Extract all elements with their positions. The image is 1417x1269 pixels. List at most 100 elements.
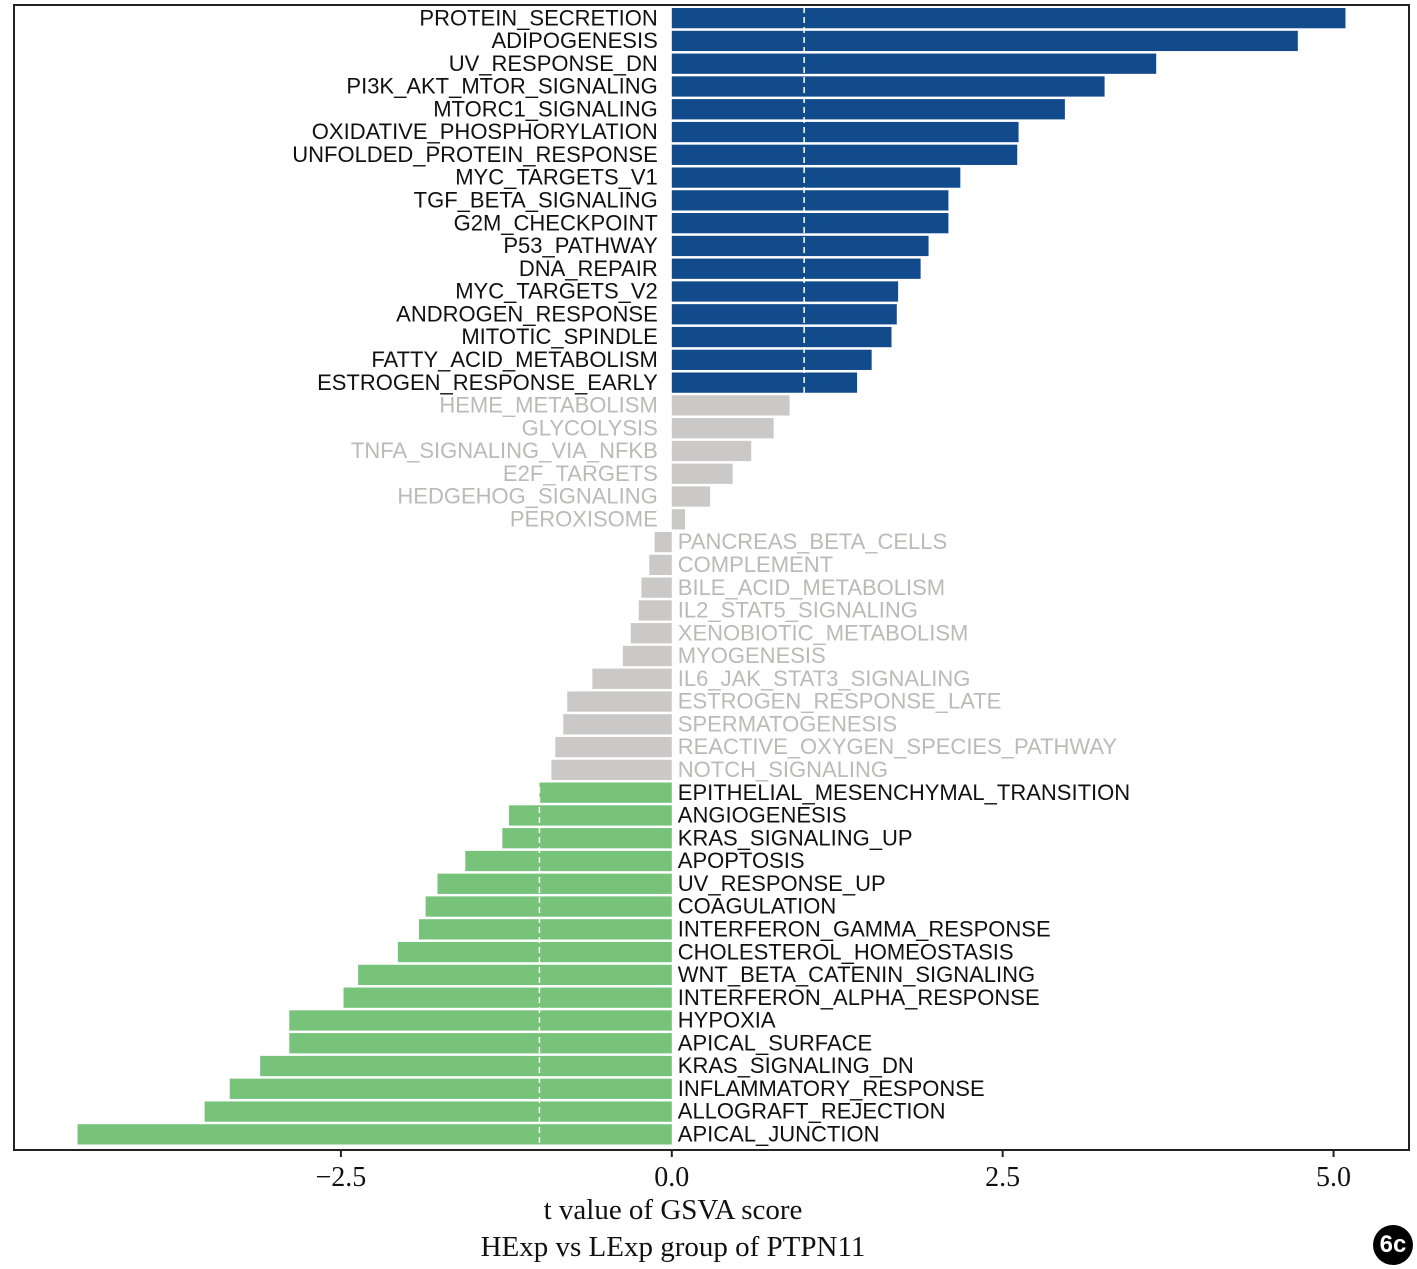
bar-androgen-response [671,304,897,325]
bar-epithelial-mesenchymal-transition [539,782,672,803]
bar-notch-signaling [551,759,672,781]
bar-glycolysis [671,418,774,439]
bar-kras-signaling-up [502,828,672,849]
category-label: ADIPOGENESIS [492,28,658,53]
bar-interferon-gamma-response [419,919,672,940]
bar-coagulation [425,896,672,917]
category-label: OXIDATIVE_PHOSPHORYLATION [312,119,658,144]
bar-protein-secretion [671,8,1346,29]
bar-complement [649,554,672,575]
category-label: IL6_JAK_STAT3_SIGNALING [678,666,971,691]
category-label: P53_PATHWAY [503,233,658,258]
bar-adipogenesis [671,30,1298,52]
bar-il2-stat5-signaling [638,600,672,621]
bar-tgf-beta-signaling [671,190,949,211]
category-label: MYC_TARGETS_V1 [455,165,658,190]
category-label: PROTEIN_SECRETION [419,5,657,30]
bar-bile-acid-metabolism [641,577,672,598]
bar-inflammatory-response [229,1078,672,1099]
bar-uv-response-up [437,873,672,894]
bar-mitotic-spindle [671,326,892,348]
category-label: TGF_BETA_SIGNALING [414,188,658,213]
bar-angiogenesis [509,805,672,826]
category-label: HEME_METABOLISM [439,393,657,418]
bar-reactive-oxygen-species-pathway [555,736,672,758]
category-label: UV_RESPONSE_UP [678,871,886,896]
category-label: WNT_BETA_CATENIN_SIGNALING [678,962,1035,987]
bar-cholesterol-homeostasis [397,941,672,963]
category-label: G2M_CHECKPOINT [454,210,658,235]
bar-mtorc1-signaling [671,99,1065,120]
bar-myogenesis [622,645,672,667]
category-label: NOTCH_SIGNALING [678,757,888,782]
bar-estrogen-response-early [671,372,858,393]
category-label: BILE_ACID_METABOLISM [678,575,945,600]
category-label: INFLAMMATORY_RESPONSE [678,1076,985,1101]
bar-uv-response-dn [671,53,1157,74]
bar-pancreas-beta-cells [654,531,672,553]
bar-kras-signaling-dn [260,1055,672,1077]
category-label: FATTY_ACID_METABOLISM [371,347,657,372]
x-axis-title: t value of GSVA score [544,1194,803,1226]
category-label: MYC_TARGETS_V2 [455,279,658,304]
bar-p53-pathway [671,235,929,257]
category-label: ANGIOGENESIS [678,803,847,828]
category-label: APICAL_JUNCTION [678,1122,880,1147]
category-label: CHOLESTEROL_HOMEOSTASIS [678,939,1014,964]
category-label: ALLOGRAFT_REJECTION [678,1099,946,1124]
bar-fatty-acid-metabolism [671,349,872,370]
category-label: MYOGENESIS [678,643,826,668]
category-label: REACTIVE_OXYGEN_SPECIES_PATHWAY [678,734,1118,759]
bar-g2m-checkpoint [671,213,949,234]
category-label: UNFOLDED_PROTEIN_RESPONSE [292,142,658,167]
category-label: ESTROGEN_RESPONSE_EARLY [317,370,658,395]
category-label: IL2_STAT5_SIGNALING [678,598,918,623]
category-label: MTORC1_SIGNALING [433,96,658,121]
bar-allograft-rejection [204,1101,672,1122]
category-label: XENOBIOTIC_METABOLISM [678,620,969,645]
bar-il6-jak-stat3-signaling [592,668,672,689]
bar-apical-surface [289,1033,672,1054]
bar-tnfa-signaling-via-nfkb [671,440,752,462]
category-label: APOPTOSIS [678,848,805,873]
category-label: HYPOXIA [678,1008,776,1033]
category-label: ANDROGEN_RESPONSE [396,301,658,326]
category-label: PI3K_AKT_MTOR_SIGNALING [346,74,657,99]
category-label: E2F_TARGETS [503,461,658,486]
x-tick-label: 5.0 [1316,1162,1351,1193]
chart-subtitle: HExp vs LExp group of PTPN11 [481,1231,866,1263]
bar-peroxisome [671,509,686,530]
bar-e2f-targets [671,463,733,484]
bar-hedgehog-signaling [671,486,711,507]
category-label: EPITHELIAL_MESENCHYMAL_TRANSITION [678,780,1130,805]
plot-frame [13,4,1410,1151]
bar-hypoxia [289,1010,672,1031]
category-label: UV_RESPONSE_DN [449,51,658,76]
category-label: PANCREAS_BETA_CELLS [678,529,947,554]
figure-badge: 6c [1373,1225,1413,1265]
category-label: HEDGEHOG_SIGNALING [397,484,657,509]
bar-wnt-beta-catenin-signaling [358,964,672,986]
category-label: GLYCOLYSIS [522,415,658,440]
bar-spermatogenesis [563,714,672,735]
bar-oxidative-phosphorylation [671,121,1019,143]
category-label: MITOTIC_SPINDLE [461,324,657,349]
bar-unfolded-protein-response [671,144,1018,165]
bar-estrogen-response-late [567,691,672,712]
x-tick-label: 0.0 [654,1162,689,1193]
bar-apical-junction [77,1124,672,1145]
x-tick-label: −2.5 [316,1162,367,1193]
category-label: APICAL_SURFACE [678,1030,872,1055]
bar-myc-targets-v2 [671,281,899,302]
bar-apoptosis [465,850,672,872]
category-label: COMPLEMENT [678,552,833,577]
category-label: INTERFERON_GAMMA_RESPONSE [678,916,1051,941]
x-tick-label: 2.5 [985,1162,1020,1193]
category-label: KRAS_SIGNALING_DN [678,1053,914,1078]
category-label: INTERFERON_ALPHA_RESPONSE [678,985,1040,1010]
bar-pi3k-akt-mtor-signaling [671,76,1105,97]
category-label: SPERMATOGENESIS [678,711,897,736]
category-label: KRAS_SIGNALING_UP [678,825,913,850]
category-label: ESTROGEN_RESPONSE_LATE [678,689,1002,714]
